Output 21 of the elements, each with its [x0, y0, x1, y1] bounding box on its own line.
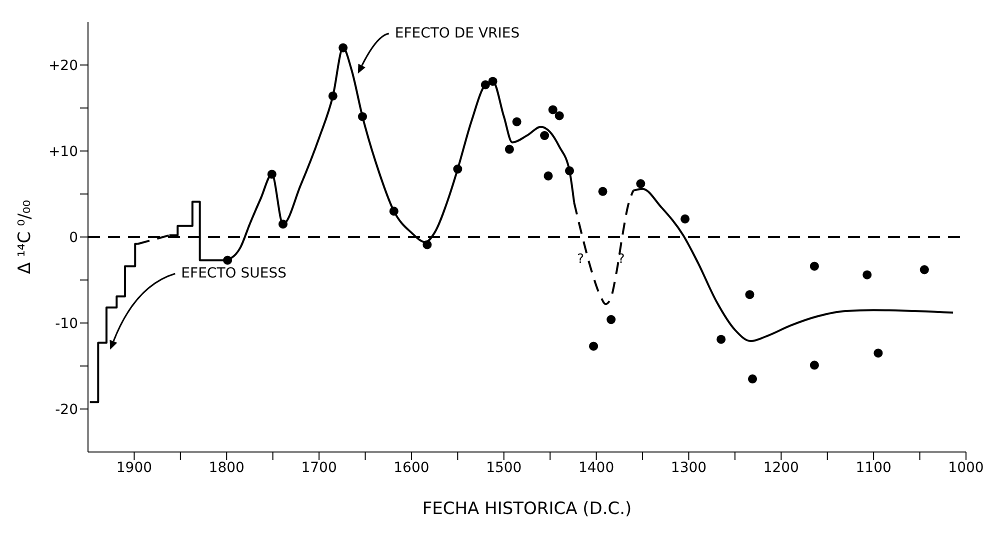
x-tick-label: 1600 — [394, 460, 430, 476]
y-tick-label: +20 — [48, 58, 78, 74]
x-tick-label: 1500 — [486, 460, 522, 476]
x-tick-label: 1200 — [763, 460, 799, 476]
annotation: ? — [618, 252, 625, 267]
x-tick-label: 1300 — [670, 460, 707, 476]
annotation: ? — [577, 252, 584, 267]
x-tick-label: 1900 — [116, 460, 152, 476]
x-tick-label: 1400 — [578, 460, 614, 476]
annotation: EFECTO SUESS — [181, 265, 287, 282]
y-tick-label: +10 — [48, 144, 78, 160]
y-tick-label: 0 — [69, 230, 78, 246]
x-tick-label: 1100 — [856, 460, 892, 476]
x-tick-label: 1000 — [948, 460, 984, 476]
x-tick-label: 1700 — [301, 460, 337, 476]
y-tick-label: -20 — [55, 402, 78, 418]
x-tick-label: 1800 — [208, 460, 244, 476]
y-axis-title: Δ ¹⁴C ⁰/₀₀ — [15, 200, 36, 274]
y-tick-label: -10 — [55, 316, 78, 332]
x-axis-title: FECHA HISTORICA (D.C.) — [422, 499, 632, 519]
annotation: EFECTO DE VRIES — [394, 25, 520, 42]
